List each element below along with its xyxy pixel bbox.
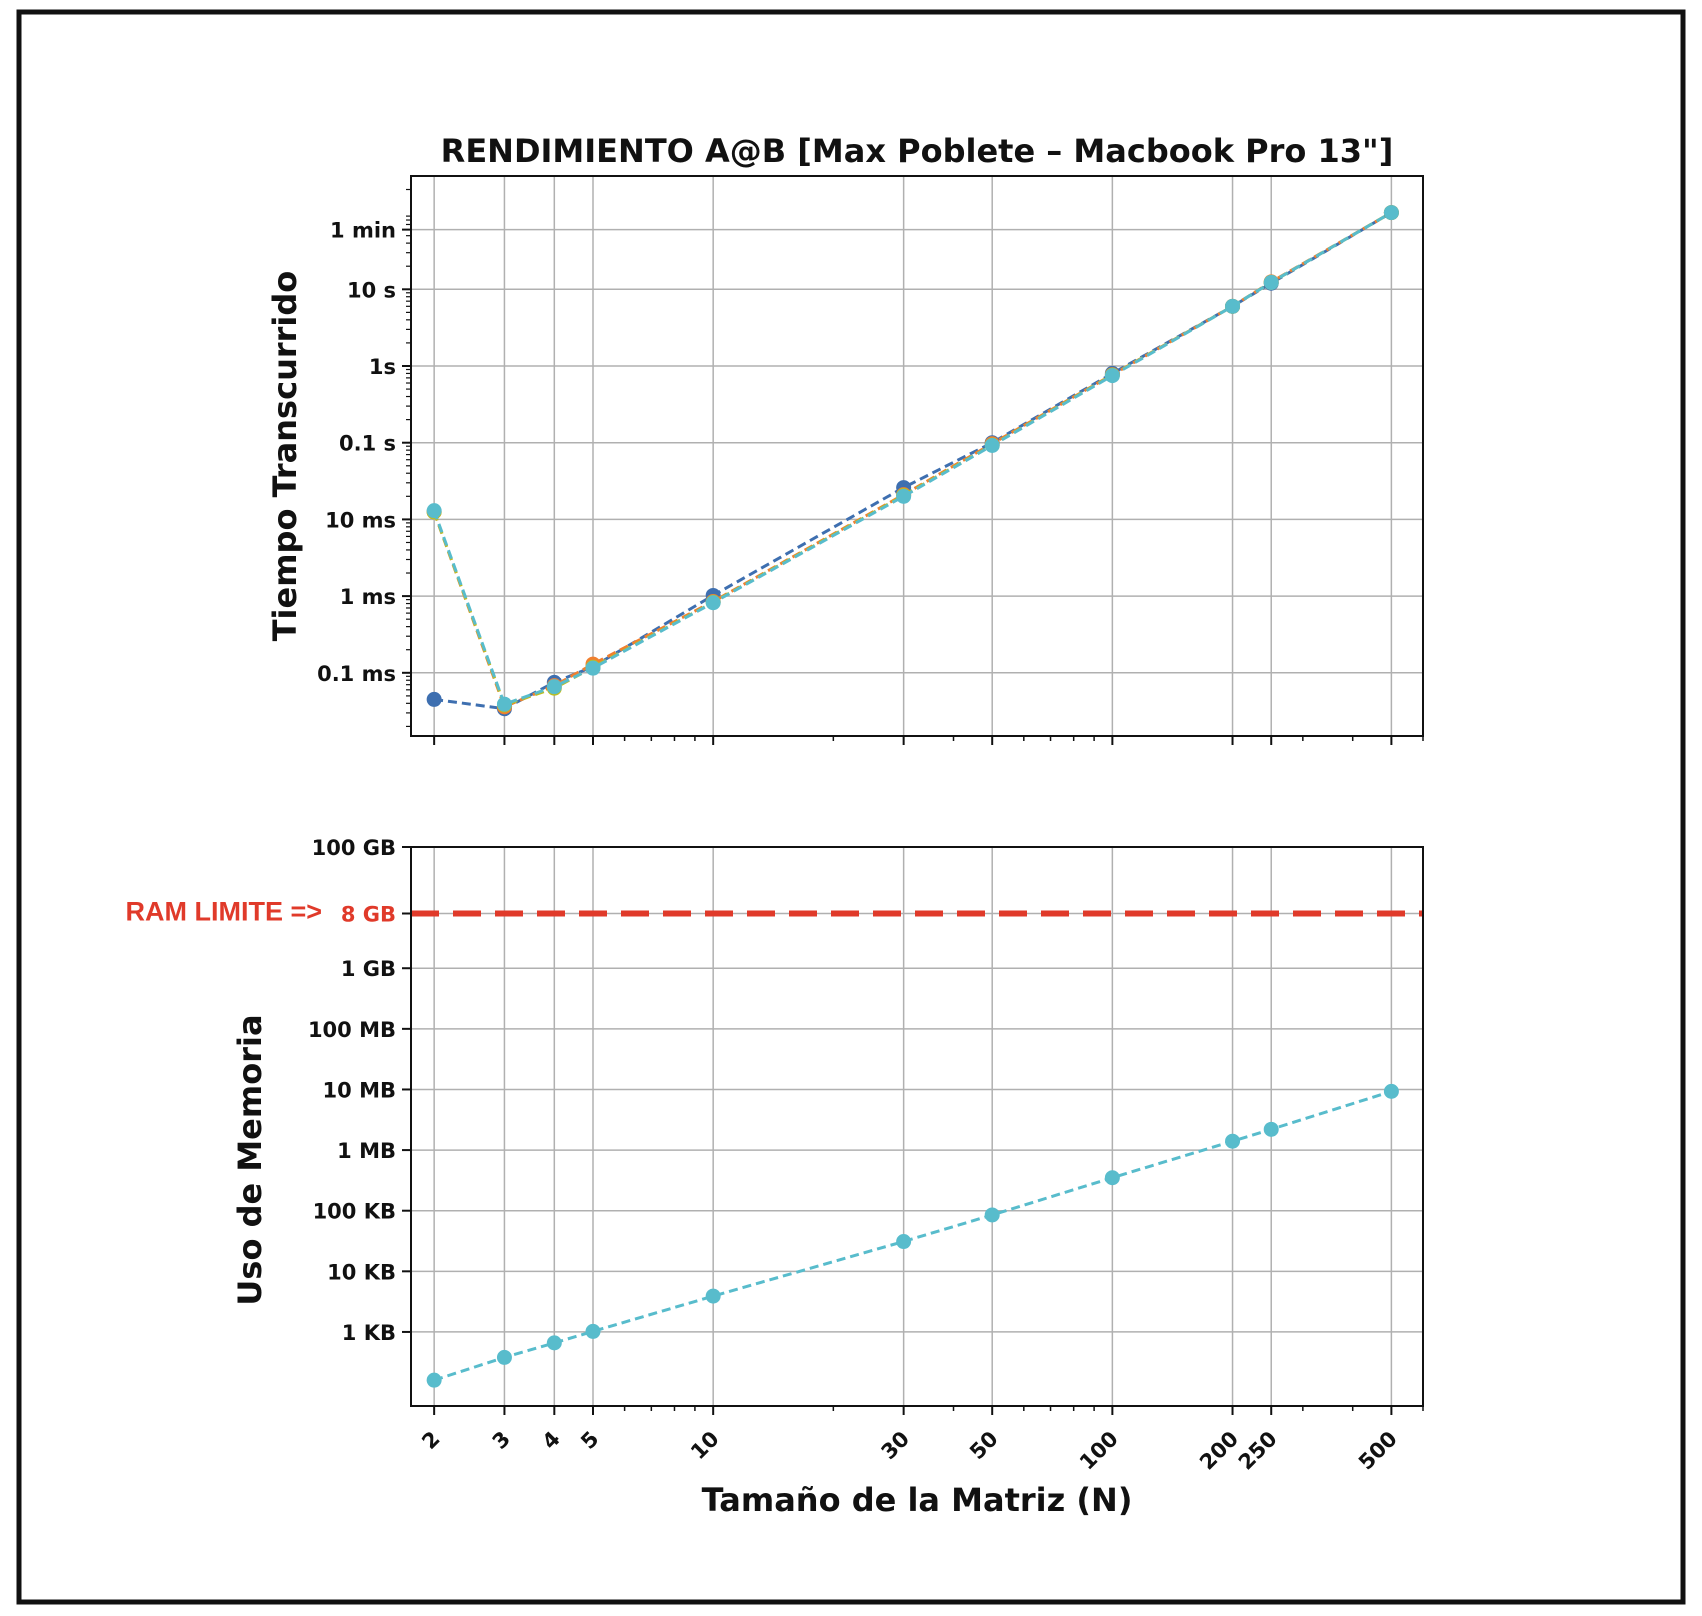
data-point — [984, 437, 1000, 453]
y-tick-label: 0.1 ms — [317, 662, 396, 686]
memory-chart-panel: 1 KB 10 KB 100 KB 1 MB 10 MB 100 MB 1 GB 8 GB 10… — [125, 836, 1424, 1519]
time-y-ticks: 0.1 ms 1 ms 10 ms 0.1 s 1s 10 s 1 min — [317, 188, 411, 728]
data-point — [426, 503, 442, 519]
data-point — [585, 660, 601, 676]
data-point — [1383, 1083, 1399, 1099]
y-tick-label: 1 ms — [340, 585, 396, 609]
y-tick-label: 1s — [369, 355, 396, 379]
time-plot-frame — [410, 175, 1424, 737]
ram-limit-label: RAM LIMITE => — [125, 896, 322, 926]
series-line — [433, 1089, 1392, 1382]
y-tick-label: 8 GB — [341, 902, 396, 926]
y-tick-label: 1 MB — [337, 1139, 396, 1163]
data-point — [896, 1234, 912, 1250]
data-point — [1104, 368, 1120, 384]
data-point — [585, 1323, 601, 1339]
data-point — [546, 1335, 562, 1351]
time-chart-panel: 0.1 ms 1 ms 10 ms 0.1 s 1s 10 s 1 min Tiempo T… — [266, 175, 1424, 745]
y-tick-label: 10 KB — [327, 1260, 396, 1284]
memory-plot-frame — [410, 846, 1424, 1407]
outer-border — [16, 9, 1686, 1605]
y-tick-label: 10 s — [347, 278, 396, 302]
data-point — [1383, 205, 1399, 221]
series-line — [432, 211, 1393, 707]
data-point — [1225, 1133, 1241, 1149]
data-point — [496, 696, 512, 712]
time-series-layer — [426, 205, 1399, 717]
y-tick-label: 1 GB — [341, 957, 396, 981]
data-point — [705, 595, 721, 611]
time-x-ticks — [433, 736, 1424, 745]
data-point — [1225, 298, 1241, 314]
time-y-axis-label: Tiempo Transcurrido — [266, 271, 304, 642]
data-point — [1104, 1170, 1120, 1186]
memory-series-layer — [426, 1083, 1399, 1388]
data-point — [496, 1349, 512, 1365]
y-tick-label: 100 KB — [313, 1200, 396, 1224]
y-tick-label: 1 min — [330, 219, 396, 243]
data-point — [1263, 1121, 1279, 1137]
y-tick-label: 10 MB — [323, 1078, 396, 1102]
chart-title: RENDIMIENTO A@B [Max Poblete – Macbook P… — [441, 132, 1394, 170]
data-point — [546, 679, 562, 695]
x-axis-label: Tamaño de la Matriz (N) — [702, 1481, 1133, 1519]
y-tick-label: 10 ms — [325, 508, 396, 532]
data-point — [1263, 274, 1279, 290]
data-point — [896, 488, 912, 504]
memory-y-axis-label: Uso de Memoria — [231, 1014, 269, 1305]
data-point — [426, 691, 442, 707]
y-tick-label: 100 GB — [312, 836, 396, 860]
data-point — [705, 1288, 721, 1304]
data-point — [984, 1207, 1000, 1223]
memory-y-ticks: 1 KB 10 KB 100 KB 1 MB 10 MB 100 MB 1 GB 8 GB 10… — [308, 836, 411, 1345]
data-point — [426, 1372, 442, 1388]
y-tick-label: 1 KB — [342, 1321, 396, 1345]
y-tick-label: 100 MB — [308, 1018, 396, 1042]
y-tick-label: 0.1 s — [339, 432, 396, 456]
